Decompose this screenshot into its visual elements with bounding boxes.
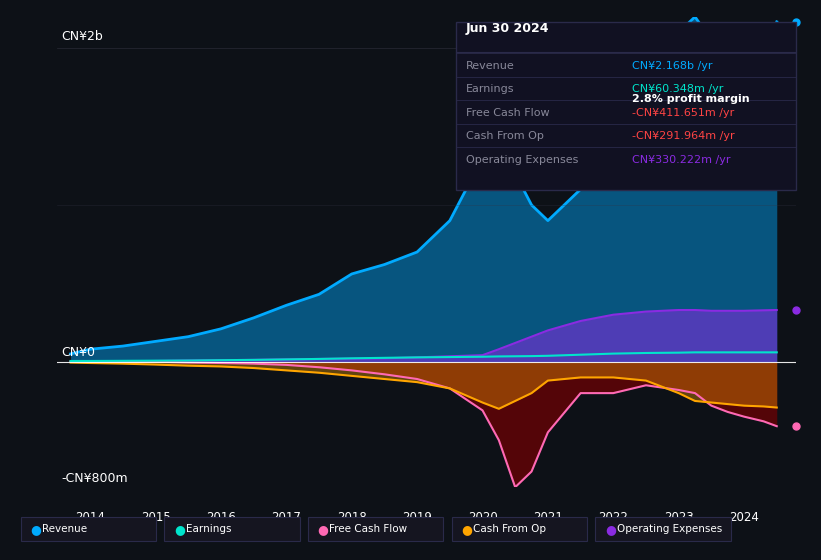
Text: CN¥330.222m /yr: CN¥330.222m /yr [632,155,731,165]
Text: 2014: 2014 [76,511,105,524]
Text: 2017: 2017 [272,511,301,524]
Text: 2023: 2023 [664,511,694,524]
Text: Operating Expenses: Operating Expenses [617,524,722,534]
Text: -CN¥411.651m /yr: -CN¥411.651m /yr [632,108,735,118]
Text: Earnings: Earnings [186,524,231,534]
Text: ●: ● [174,522,185,536]
Text: -CN¥800m: -CN¥800m [62,472,128,485]
Text: Free Cash Flow: Free Cash Flow [466,108,549,118]
Text: 2022: 2022 [599,511,628,524]
Text: 2020: 2020 [468,511,498,524]
Text: CN¥2.168b /yr: CN¥2.168b /yr [632,60,713,71]
Text: Cash From Op: Cash From Op [466,131,544,141]
Text: 2024: 2024 [729,511,759,524]
Text: Revenue: Revenue [42,524,87,534]
Text: 2019: 2019 [402,511,432,524]
Text: 2018: 2018 [337,511,367,524]
Text: Operating Expenses: Operating Expenses [466,155,578,165]
Text: 2016: 2016 [206,511,236,524]
Text: 2021: 2021 [533,511,563,524]
Text: Earnings: Earnings [466,84,514,94]
Text: CN¥60.348m /yr: CN¥60.348m /yr [632,84,723,94]
Text: Jun 30 2024: Jun 30 2024 [466,22,549,35]
Text: Free Cash Flow: Free Cash Flow [329,524,407,534]
Text: ●: ● [318,522,328,536]
Text: ●: ● [30,522,41,536]
Text: 2015: 2015 [140,511,171,524]
Text: Revenue: Revenue [466,60,514,71]
Text: CN¥0: CN¥0 [62,347,95,360]
Text: -CN¥291.964m /yr: -CN¥291.964m /yr [632,131,735,141]
Text: 2.8% profit margin: 2.8% profit margin [632,94,750,104]
Text: CN¥2b: CN¥2b [62,30,103,44]
Text: Cash From Op: Cash From Op [473,524,546,534]
Text: ●: ● [461,522,472,536]
Text: ●: ● [605,522,616,536]
